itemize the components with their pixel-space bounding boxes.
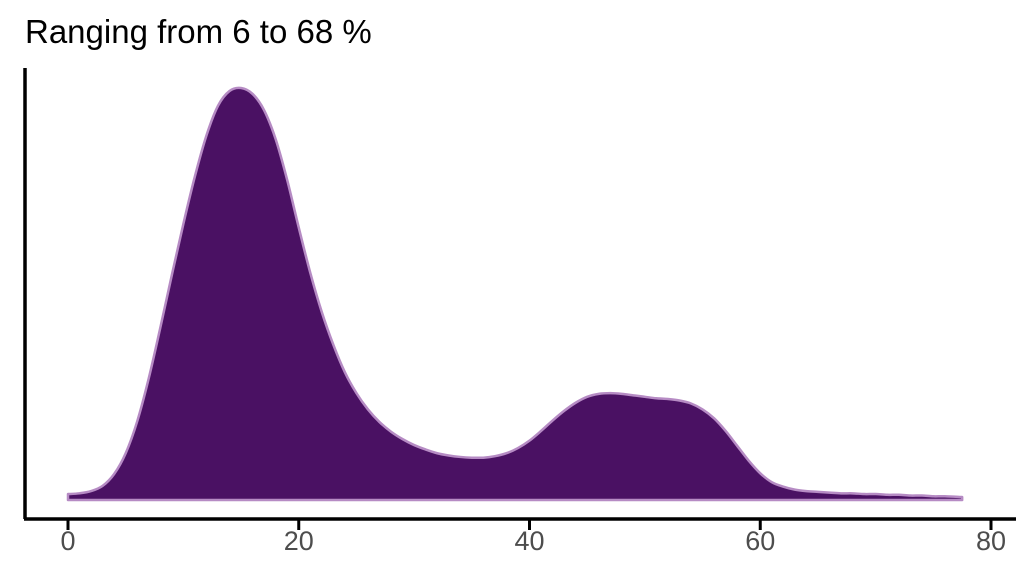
page-title: Ranging from 6 to 68 % [25, 13, 372, 50]
x-tick-label-80: 80 [975, 526, 1007, 556]
density-area-series [66, 86, 964, 502]
x-tick-label-60: 60 [745, 526, 776, 556]
x-axis-tick-marks [66, 519, 993, 530]
density-edge-path [66, 86, 964, 502]
density-fill-path [68, 87, 963, 500]
x-tick-label-0: 0 [60, 526, 76, 556]
x-tick-label-40: 40 [514, 526, 545, 556]
axis-lines [23, 68, 1016, 530]
x-tick-label-20: 20 [283, 526, 314, 556]
